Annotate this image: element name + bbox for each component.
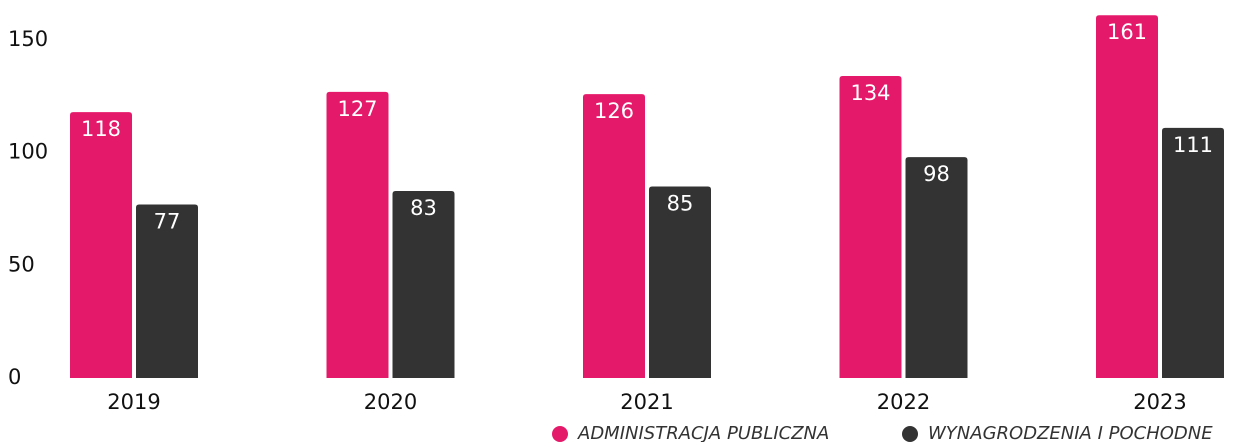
x-tick-label: 2021 bbox=[620, 390, 673, 414]
bar bbox=[1096, 15, 1158, 379]
legend-swatch bbox=[902, 426, 918, 442]
bar bbox=[70, 112, 132, 379]
bar bbox=[839, 76, 902, 378]
x-tick-label: 2023 bbox=[1133, 390, 1186, 414]
x-tick-label: 2022 bbox=[877, 390, 930, 414]
value-label: 85 bbox=[667, 191, 694, 215]
y-tick-label: 50 bbox=[8, 252, 35, 276]
legend-label: WYNAGRODZENIA I POCHODNE bbox=[928, 423, 1213, 442]
legend-label: ADMINISTRACJA PUBLICZNA bbox=[577, 423, 829, 442]
bar bbox=[649, 186, 711, 378]
value-label: 77 bbox=[154, 209, 181, 233]
bar bbox=[392, 190, 455, 378]
bar bbox=[905, 157, 968, 378]
y-tick-label: 100 bbox=[8, 140, 48, 164]
value-label: 83 bbox=[410, 196, 437, 220]
y-tick-label: 150 bbox=[8, 27, 48, 51]
value-label: 161 bbox=[1107, 20, 1147, 44]
bar bbox=[326, 91, 389, 379]
bar bbox=[1162, 127, 1224, 378]
value-label: 126 bbox=[594, 99, 634, 123]
value-label: 127 bbox=[337, 97, 377, 121]
value-label: 111 bbox=[1173, 133, 1213, 157]
bar bbox=[136, 204, 198, 378]
x-tick-label: 2020 bbox=[364, 390, 417, 414]
value-label: 134 bbox=[850, 81, 890, 105]
legend-swatch bbox=[552, 426, 568, 442]
y-tick-label: 0 bbox=[8, 365, 21, 389]
value-label: 98 bbox=[923, 162, 950, 186]
bar bbox=[583, 94, 645, 378]
value-label: 118 bbox=[81, 117, 121, 141]
x-tick-label: 2019 bbox=[107, 390, 160, 414]
